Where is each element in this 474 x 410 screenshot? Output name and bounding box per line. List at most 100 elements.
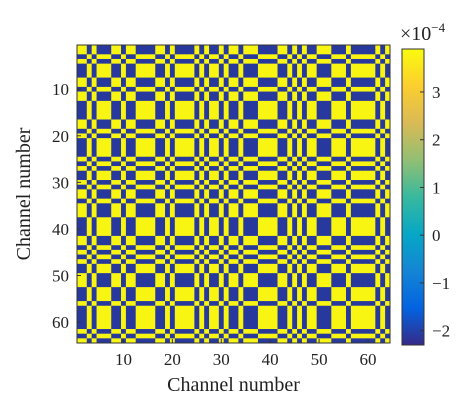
heatmap-cell [326,277,332,283]
heatmap-cell [277,105,283,111]
heatmap-cell [311,329,318,335]
heatmap-cell [385,296,391,302]
heatmap-cell [331,82,337,88]
heatmap-cell [238,82,244,88]
heatmap-cell [267,119,274,125]
heatmap-cell [282,263,288,269]
heatmap-cell [355,310,362,316]
heatmap-cell [140,268,146,274]
heatmap-cell [292,142,298,148]
heatmap-cell [321,217,327,223]
heatmap-cell [345,100,352,106]
heatmap-cell [81,86,88,92]
heatmap-cell [257,49,264,55]
heatmap-cell [341,170,347,176]
heatmap-cell [253,324,259,330]
heatmap-cell [365,240,371,246]
heatmap-cell [272,63,278,69]
heatmap-cell [345,319,352,325]
heatmap-cell [272,114,278,120]
heatmap-cell [204,212,210,218]
heatmap-cell [77,310,83,316]
colorbar-multiplier-base: ×10 [400,23,431,45]
heatmap-cell [228,133,234,139]
heatmap-cell [160,105,166,111]
heatmap-cell [145,184,151,190]
heatmap-cell [297,119,303,125]
heatmap-cell [385,58,391,65]
heatmap-cell [311,138,318,144]
heatmap-cell [213,268,220,274]
heatmap-cell [385,138,391,144]
heatmap-cell [184,138,190,144]
heatmap-cell [316,329,322,335]
heatmap-cell [130,231,137,237]
heatmap-cell [155,268,161,274]
heatmap-cell [248,268,254,274]
heatmap-cell [116,45,122,51]
heatmap-cell [380,161,386,167]
heatmap-cell [345,58,352,65]
heatmap-cell [121,128,127,134]
heatmap-cell [292,184,298,190]
heatmap-cell [345,301,352,307]
heatmap-cell [277,184,283,190]
heatmap-cell [350,324,357,330]
heatmap-cell [111,147,117,153]
heatmap-cell [326,82,332,88]
heatmap-cell [160,124,166,130]
heatmap-cell [165,147,171,153]
heatmap-cell [155,77,161,83]
heatmap-cell [253,235,259,241]
heatmap-cell [253,254,259,260]
heatmap-cell [336,203,342,209]
heatmap-cell [248,277,254,283]
heatmap-cell [321,91,327,97]
heatmap-cell [297,221,303,227]
heatmap-cell [360,305,366,311]
heatmap-cell [301,291,308,297]
heatmap-cell [189,49,195,55]
heatmap-cell [106,166,112,172]
heatmap-cell [140,273,146,279]
heatmap-cell [106,282,112,288]
heatmap-cell [272,268,278,274]
heatmap-cell [91,207,97,214]
heatmap-cell [345,245,352,251]
heatmap-cell [233,324,239,330]
heatmap-cell [341,133,347,139]
heatmap-cell [135,212,141,218]
heatmap-cell [165,324,171,330]
heatmap-cell [91,296,97,302]
heatmap-cell [253,184,259,190]
heatmap-cell [145,268,151,274]
heatmap-cell [101,277,107,283]
heatmap-cell [213,226,220,232]
heatmap-cell [174,138,181,144]
heatmap-cell [316,96,322,102]
heatmap-cell [111,72,117,78]
heatmap-cell [91,212,97,218]
heatmap-cell [345,96,352,102]
heatmap-cell [121,68,127,74]
heatmap-cell [341,138,347,144]
heatmap-cell [292,128,298,134]
heatmap-cell [277,319,283,325]
heatmap-cell [174,254,181,260]
heatmap-cell [174,268,181,274]
heatmap-cell [165,91,171,97]
heatmap-cell [160,161,166,167]
heatmap-cell [257,310,264,316]
heatmap-cell [282,254,288,260]
heatmap-cell [277,68,283,74]
heatmap-cell [165,114,171,120]
heatmap-cell [223,100,230,106]
heatmap-cell [248,189,254,195]
heatmap-cell [345,217,352,223]
x-axis-title: Channel number [167,374,300,396]
heatmap-cell [243,263,249,269]
heatmap-cell [160,287,166,293]
heatmap-cell [155,68,161,74]
heatmap-cell [277,268,283,274]
heatmap-cell [91,231,97,237]
